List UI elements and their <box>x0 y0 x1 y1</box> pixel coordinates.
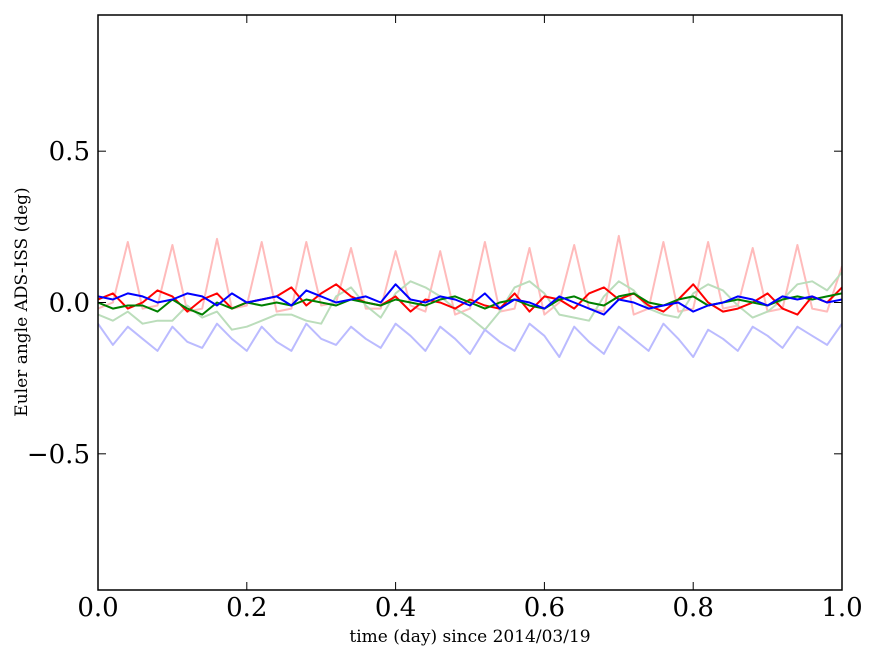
series-line-6 <box>98 283 842 316</box>
x-tick-label: 0.4 <box>375 593 416 623</box>
x-tick-label: 0.6 <box>524 593 565 623</box>
series-line-1 <box>98 234 842 316</box>
x-tick-label: 0.8 <box>673 593 714 623</box>
x-tick-label: 1.0 <box>821 593 862 623</box>
y-tick-label: 0.5 <box>49 137 90 167</box>
series-line-2 <box>98 271 842 331</box>
x-tick-label: 0.2 <box>226 593 267 623</box>
series-line-3 <box>98 322 842 358</box>
series-line-4 <box>98 283 842 316</box>
y-tick-label: −0.5 <box>27 440 90 470</box>
x-tick-label: 0.0 <box>77 593 118 623</box>
x-axis-label: time (day) since 2014/03/19 <box>349 627 590 647</box>
tick-group: 0.0 0.2 0.4 0.6 0.8 1.0 0.5 0.0 −0.5 <box>27 15 863 623</box>
series-group <box>98 234 842 358</box>
y-axis-label: Euler angle ADS-ISS (deg) <box>12 187 32 416</box>
y-tick-label: 0.0 <box>49 289 90 319</box>
plot-frame <box>97 14 843 591</box>
